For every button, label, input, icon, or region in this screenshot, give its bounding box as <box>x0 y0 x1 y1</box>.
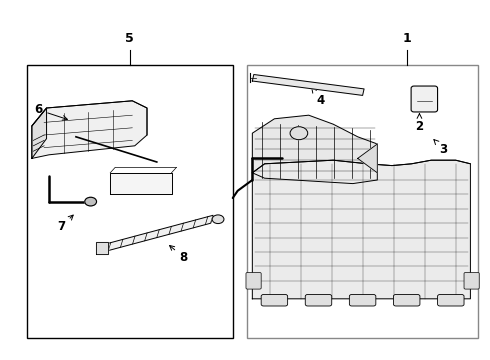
Polygon shape <box>110 173 172 194</box>
Polygon shape <box>32 108 47 158</box>
FancyBboxPatch shape <box>438 294 464 306</box>
Bar <box>247 65 478 338</box>
Polygon shape <box>96 242 108 254</box>
Polygon shape <box>252 115 377 184</box>
Circle shape <box>212 215 224 224</box>
Text: 7: 7 <box>57 215 73 233</box>
Circle shape <box>85 197 97 206</box>
Polygon shape <box>32 101 147 158</box>
Polygon shape <box>103 215 213 252</box>
FancyBboxPatch shape <box>464 273 479 289</box>
Text: 8: 8 <box>170 246 188 264</box>
Text: 5: 5 <box>125 32 134 45</box>
Bar <box>27 65 233 338</box>
FancyBboxPatch shape <box>411 86 438 112</box>
FancyBboxPatch shape <box>261 294 288 306</box>
FancyBboxPatch shape <box>305 294 332 306</box>
Circle shape <box>290 127 308 140</box>
FancyBboxPatch shape <box>246 273 261 289</box>
Text: 4: 4 <box>312 88 325 107</box>
Text: 2: 2 <box>416 114 423 133</box>
FancyBboxPatch shape <box>393 294 420 306</box>
Polygon shape <box>252 75 364 95</box>
Text: 3: 3 <box>434 140 447 156</box>
Text: 6: 6 <box>34 103 68 120</box>
Polygon shape <box>252 160 470 299</box>
Polygon shape <box>358 144 377 173</box>
FancyBboxPatch shape <box>349 294 376 306</box>
Text: 1: 1 <box>402 32 411 45</box>
